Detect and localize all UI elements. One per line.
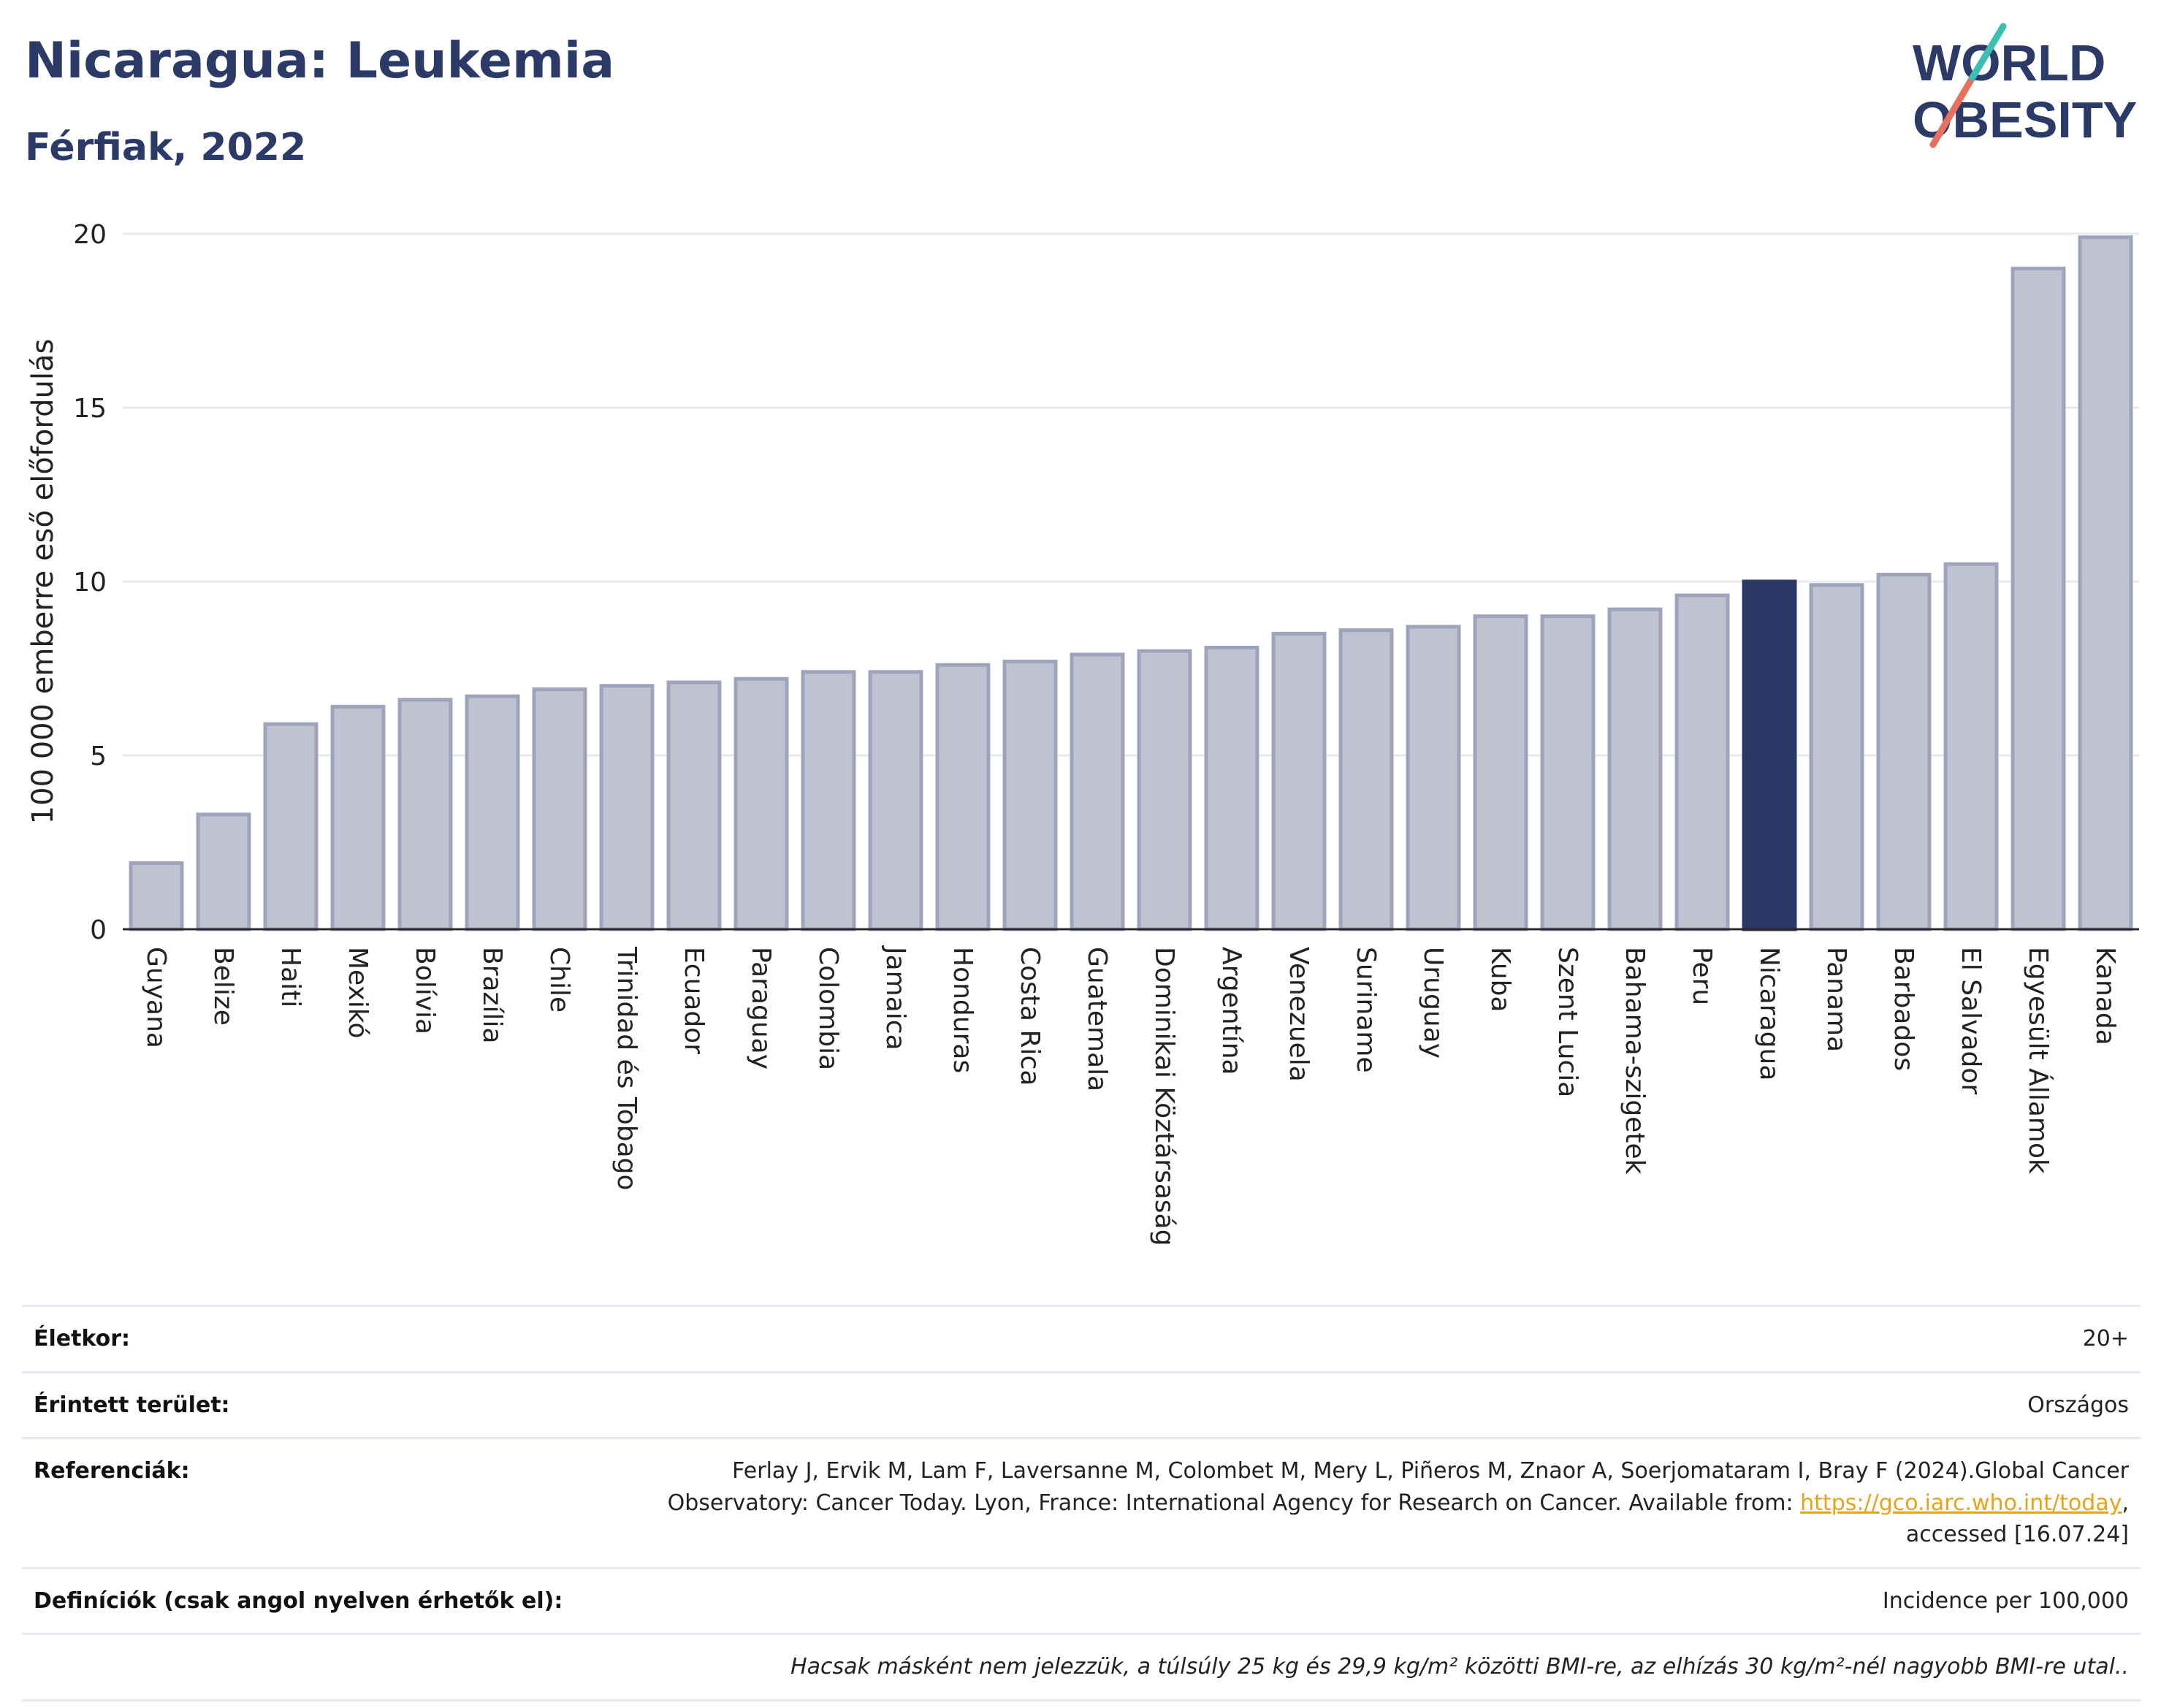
bar — [129, 861, 184, 931]
bar — [1338, 628, 1394, 931]
metadata-table: Életkor: 20+ Érintett terület: Országos … — [22, 1305, 2141, 1701]
y-tick-label: 15 — [73, 394, 107, 424]
x-tick-label: Uruguay — [1418, 947, 1448, 1059]
reference-link[interactable]: https://gco.iarc.who.int/today — [1800, 1490, 2122, 1516]
references-label: Referenciák: — [22, 1437, 575, 1569]
x-tick-label: Bahama-szigetek — [1620, 947, 1650, 1175]
bar — [666, 680, 722, 931]
bar — [465, 694, 520, 931]
y-tick-label: 5 — [90, 741, 107, 771]
bar — [2078, 235, 2133, 931]
x-tick-label: Szent Lucia — [1552, 947, 1582, 1097]
bar — [1070, 652, 1125, 931]
bar — [1809, 583, 1864, 931]
world-obesity-logo: WORLD OBESITY — [1913, 23, 2137, 148]
bar — [532, 687, 587, 931]
x-tick-label: Ecuador — [679, 947, 709, 1054]
bar — [1137, 649, 1192, 931]
bar — [1742, 579, 1797, 931]
age-label: Életkor: — [22, 1305, 575, 1373]
x-tick-label: Dominikai Köztársaság — [1149, 947, 1179, 1246]
x-tick-label: Kuba — [1485, 947, 1515, 1013]
bar — [599, 684, 655, 931]
x-tick-label: Costa Rica — [1015, 947, 1045, 1086]
x-tick-label: Kanada — [2090, 947, 2120, 1045]
x-tick-label: Belize — [208, 947, 238, 1026]
meta-row-area: Érintett terület: Országos — [22, 1370, 2141, 1439]
x-tick-label: Honduras — [948, 947, 977, 1073]
bar — [1002, 659, 1058, 931]
area-value: Országos — [574, 1370, 2141, 1439]
logo-line-1: WORLD — [1913, 34, 2105, 91]
x-tick-label: Suriname — [1351, 947, 1381, 1073]
y-tick-label: 10 — [73, 568, 107, 598]
x-tick-label: El Salvador — [1956, 947, 1986, 1094]
page-title: Nicaragua: Leukemia — [25, 32, 615, 90]
page-subtitle: Férfiak, 2022 — [25, 126, 307, 169]
bar — [2011, 267, 2066, 931]
definitions-label: Definíciók (csak angol nyelven érhetők e… — [22, 1566, 575, 1635]
bar — [1473, 614, 1528, 931]
meta-row-references: Referenciák: Ferlay J, Ervik M, Lam F, L… — [22, 1437, 2141, 1569]
y-tick-label: 0 — [90, 915, 107, 945]
x-tick-label: Panama — [1821, 947, 1851, 1052]
x-tick-label: Guatemala — [1082, 947, 1112, 1091]
x-tick-label: Argentína — [1216, 947, 1246, 1075]
x-tick-label: Mexikó — [343, 947, 373, 1038]
x-tick-label: Bolívia — [410, 947, 440, 1034]
bar — [1406, 625, 1461, 931]
x-tick-label: Colombia — [813, 947, 843, 1070]
x-tick-label: Jamaica — [880, 945, 910, 1051]
bar — [397, 698, 453, 931]
meta-row-footnote: Hacsak másként nem jelezzük, a túlsúly 2… — [22, 1633, 2141, 1701]
bar — [868, 670, 923, 931]
x-tick-label: Barbados — [1889, 947, 1918, 1071]
bar — [935, 663, 991, 931]
bar — [330, 704, 386, 931]
meta-row-age: Életkor: 20+ — [22, 1305, 2141, 1373]
x-tick-label: Haiti — [275, 947, 305, 1007]
bar — [1204, 645, 1259, 931]
bar — [1876, 572, 1932, 931]
bar — [733, 676, 789, 931]
x-tick-label: Trinidad és Tobago — [611, 946, 641, 1191]
bar — [1674, 593, 1730, 931]
x-tick-label: Brazília — [477, 947, 507, 1044]
x-tick-label: Paraguay — [746, 947, 776, 1070]
y-axis-label: 100 000 emberre eső előfordulás — [26, 339, 60, 825]
bar — [801, 670, 856, 931]
footnote: Hacsak másként nem jelezzük, a túlsúly 2… — [22, 1633, 2141, 1701]
x-tick-label: Nicaragua — [1754, 947, 1784, 1080]
age-value: 20+ — [574, 1305, 2141, 1373]
x-tick-label: Egyesült Államok — [2023, 947, 2054, 1174]
bar — [1607, 607, 1663, 931]
meta-row-definitions: Definíciók (csak angol nyelven érhetők e… — [22, 1566, 2141, 1635]
bar — [196, 812, 251, 931]
x-tick-label: Chile — [544, 947, 574, 1013]
bar-chart: 0 5 10 15 20 Guyana Belize Haiti Mexikó Bolívia Br… — [26, 220, 2139, 1246]
x-tick-label: Peru — [1687, 947, 1717, 1005]
area-label: Érintett terület: — [22, 1370, 575, 1439]
bar — [1271, 631, 1327, 931]
x-tick-label: Guyana — [141, 947, 171, 1048]
bar — [263, 722, 319, 931]
references-value: Ferlay J, Ervik M, Lam F, Laversanne M, … — [574, 1437, 2141, 1569]
x-tick-label: Venezuela — [1284, 947, 1314, 1082]
reference-accessed: , accessed [16.07.24] — [1905, 1490, 2129, 1548]
y-tick-label: 20 — [73, 220, 107, 250]
definitions-value: Incidence per 100,000 — [574, 1566, 2141, 1635]
bar — [1943, 562, 1999, 931]
reference-text: Ferlay J, Ervik M, Lam F, Laversanne M, … — [667, 1458, 2129, 1516]
bar — [1540, 614, 1596, 931]
